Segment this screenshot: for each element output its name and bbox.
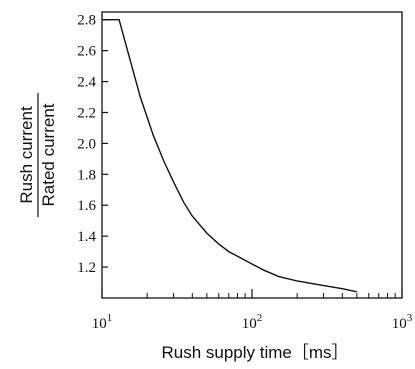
series-line — [102, 19, 357, 293]
x-tick-label-base: 10 — [92, 316, 107, 332]
y-tick-label: 2.8 — [77, 13, 96, 29]
x-tick-label: 103 — [392, 312, 413, 332]
y-tick-label: 1.4 — [77, 229, 96, 245]
plot-frame — [101, 11, 403, 299]
y-axis-ticks: 1.2 1.4 1.6 1.8 2.0 2.2 2.4 2.6 2.8 — [77, 13, 108, 276]
x-axis-ticks: 101 102 103 — [92, 289, 413, 332]
y-tick-label: 2.0 — [77, 136, 96, 152]
y-tick-label: 2.6 — [77, 44, 96, 60]
x-tick-label-base: 10 — [392, 316, 407, 332]
y-axis-label: Rush current Rated current — [17, 93, 58, 217]
y-tick-label: 1.2 — [77, 260, 96, 276]
x-tick-label-exponent: 3 — [407, 312, 413, 324]
y-axis-label-numerator: Rush current — [17, 106, 36, 204]
x-axis-label: Rush supply time［ms］ — [161, 343, 348, 362]
y-axis-label-denominator: Rated current — [39, 103, 58, 206]
x-tick-label-exponent: 2 — [257, 312, 263, 324]
y-tick-label: 1.6 — [77, 198, 96, 214]
y-tick-label: 1.8 — [77, 167, 96, 183]
y-tick-label: 2.4 — [77, 75, 96, 91]
x-tick-label: 102 — [242, 312, 263, 332]
x-tick-label-exponent: 1 — [107, 312, 113, 324]
x-tick-label: 101 — [92, 312, 113, 332]
x-tick-label-base: 10 — [242, 316, 257, 332]
y-tick-label: 2.2 — [77, 105, 96, 121]
